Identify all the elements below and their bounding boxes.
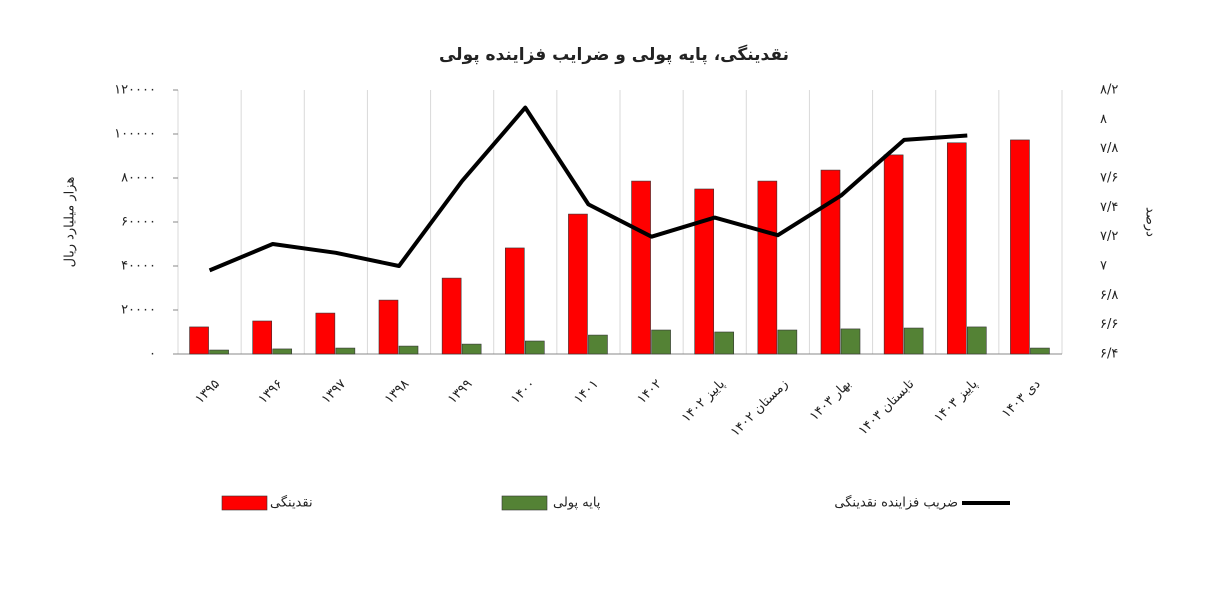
y2-tick-label: ۸ — [1100, 112, 1107, 127]
chart-title: نقدینگی، پایه پولی و ضرایب فزاینده پولی — [439, 44, 789, 65]
bar — [1030, 347, 1050, 355]
bar — [946, 142, 967, 355]
x-tick-label: بهار ۱۴۰۳ — [807, 377, 854, 424]
x-tick-label: ۱۴۰۲ — [635, 377, 665, 407]
bar — [189, 326, 209, 355]
bar — [651, 329, 671, 355]
y2-tick-label: ۶/۴ — [1100, 347, 1118, 362]
x-tick-label: ۱۴۰۱ — [571, 377, 601, 407]
bar — [777, 329, 798, 355]
x-tick-label: تابستان ۱۴۰۳ — [856, 376, 918, 438]
bar — [1010, 139, 1030, 355]
y-tick-label: ۶۰۰۰۰ — [121, 215, 156, 230]
bar — [378, 299, 399, 355]
x-tick-label: ۱۳۹۷ — [319, 377, 349, 407]
x-tick-label: ۱۳۹۹ — [445, 377, 475, 407]
y-tick-label: ۰ — [149, 347, 156, 362]
x-tick-label: ۱۳۹۸ — [382, 377, 412, 407]
y2-axis-title: درصد — [1143, 207, 1158, 237]
bar — [461, 343, 482, 355]
bar — [441, 277, 462, 355]
bar — [335, 347, 356, 355]
bar — [820, 169, 841, 355]
bar — [883, 154, 904, 355]
x-tick-label: پاییز ۱۴۰۲ — [679, 376, 728, 425]
x-tick-label: پاییز ۱۴۰۳ — [932, 376, 981, 425]
y2-tick-label: ۶/۶ — [1100, 317, 1118, 332]
bar — [588, 334, 608, 355]
y2-tick-label: ۸/۲ — [1100, 83, 1118, 98]
legend-swatch — [501, 495, 548, 511]
bar — [694, 188, 715, 355]
bar — [757, 180, 778, 355]
y-tick-label: ۸۰۰۰۰ — [121, 171, 156, 186]
x-tick-label: ۱۳۹۶ — [256, 377, 286, 407]
x-tick-label: دی ۱۴۰۳ — [999, 377, 1044, 422]
y-axis-title: هزار میلیارد ریال — [63, 177, 78, 268]
legend-swatch — [221, 495, 268, 511]
bar — [903, 327, 924, 355]
y2-tick-label: ۶/۸ — [1100, 288, 1118, 303]
bar — [252, 320, 273, 355]
bar — [315, 312, 336, 355]
line — [208, 105, 968, 273]
bar — [966, 326, 987, 355]
y-tick-label: ۴۰۰۰۰ — [121, 259, 156, 274]
y-tick-label: ۱۰۰۰۰۰ — [114, 127, 156, 142]
legend-label: نقدینگی — [270, 495, 313, 511]
y2-tick-label: ۷/۴ — [1100, 200, 1118, 215]
bar — [524, 340, 545, 355]
y2-tick-label: ۷/۲ — [1100, 229, 1118, 244]
bar — [714, 331, 735, 355]
y2-tick-label: ۷ — [1100, 259, 1107, 274]
y2-tick-label: ۷/۶ — [1100, 171, 1118, 186]
bar — [398, 345, 419, 355]
bar — [568, 213, 588, 355]
x-tick-label: زمستان ۱۴۰۲ — [728, 377, 791, 440]
bar — [631, 180, 651, 355]
y-tick-label: ۲۰۰۰۰ — [121, 303, 156, 318]
y2-tick-label: ۷/۸ — [1100, 141, 1118, 156]
y-tick-label: ۱۲۰۰۰۰ — [114, 83, 156, 98]
bar — [272, 348, 293, 355]
x-tick-label: ۱۴۰۰ — [508, 377, 538, 407]
x-tick-label: ۱۳۹۵ — [193, 377, 223, 407]
legend-label: ضریب فزاینده نقدینگی — [834, 495, 958, 511]
legend-label: پایه پولی — [553, 496, 601, 511]
bar — [840, 328, 861, 355]
bar — [504, 247, 525, 355]
bar — [209, 349, 229, 355]
